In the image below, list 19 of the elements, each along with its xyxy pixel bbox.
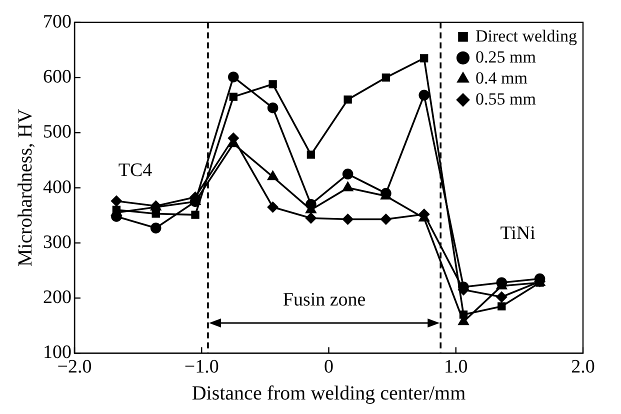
- legend-label: 0.25 mm: [476, 47, 536, 66]
- y-tick-label: 600: [43, 66, 72, 88]
- legend-label: Direct welding: [476, 26, 578, 46]
- x-tick-label: −1.0: [184, 356, 219, 378]
- y-tick-label: 700: [43, 11, 72, 32]
- x-tick-label: 1.0: [444, 356, 468, 378]
- y-tick-label: 200: [43, 287, 72, 308]
- annotation: TC4: [118, 160, 153, 182]
- annotation: TiNi: [500, 223, 536, 244]
- annotation: Fusin zone: [282, 289, 366, 310]
- y-tick-label: 400: [43, 176, 72, 198]
- x-axis-title: Distance from welding center/mm: [192, 382, 466, 404]
- x-tick-label: 0: [324, 356, 334, 378]
- y-axis-title: Microhardness, HV: [14, 108, 36, 267]
- legend-label: 0.55 mm: [476, 89, 536, 108]
- x-tick-label: 2.0: [571, 356, 595, 378]
- y-tick-label: 500: [43, 122, 72, 143]
- y-tick-label: 300: [43, 232, 72, 253]
- legend-label: 0.4 mm: [476, 68, 528, 88]
